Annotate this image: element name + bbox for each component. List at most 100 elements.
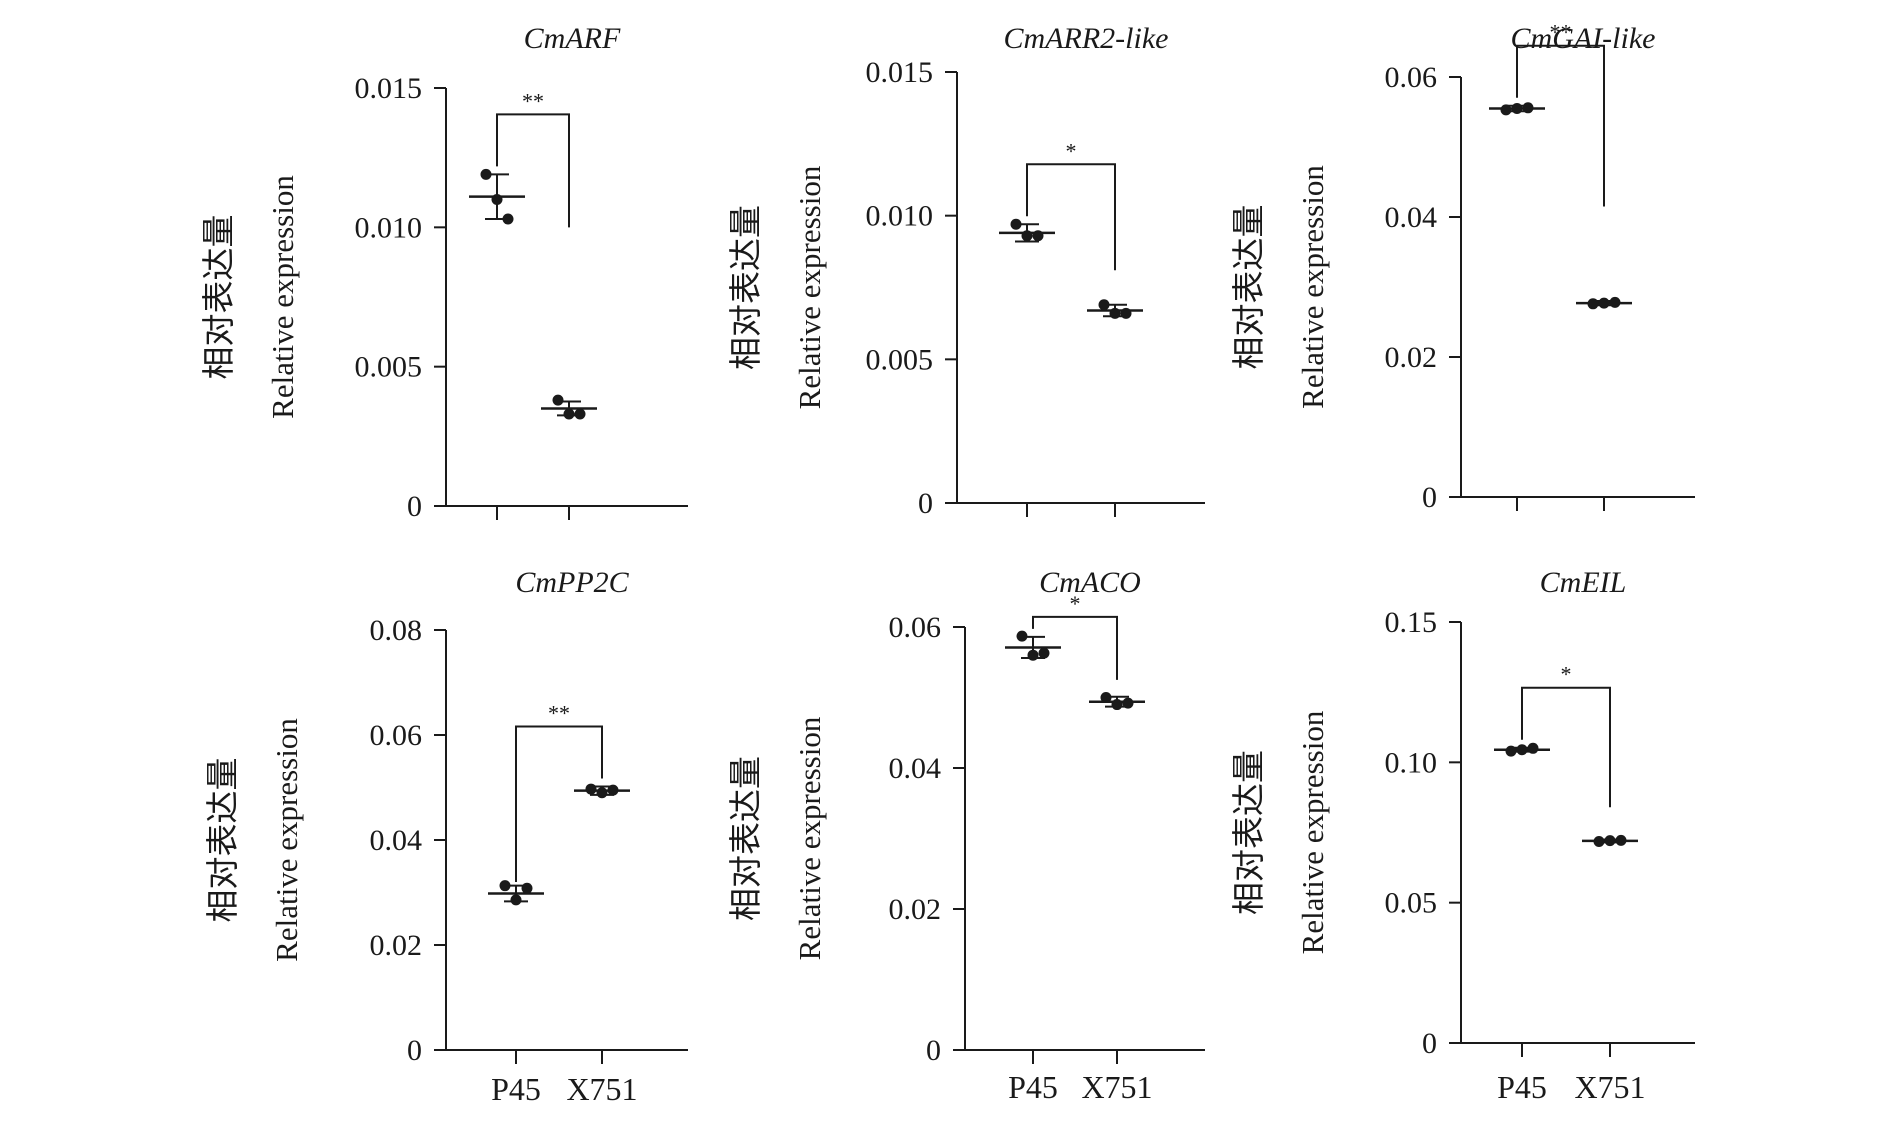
data-point-x751 <box>1098 299 1110 311</box>
data-point-p45 <box>1010 218 1022 230</box>
data-point-p45 <box>480 168 492 180</box>
data-point-p45 <box>1038 647 1050 659</box>
significance-bracket <box>515 725 603 882</box>
data-point-x751 <box>1604 835 1616 847</box>
x-tick-label: X751 <box>566 1071 637 1107</box>
y-tick-label: 0.02 <box>1385 341 1438 374</box>
data-point-p45 <box>1016 630 1028 642</box>
data-point-p45 <box>499 880 511 892</box>
y-tick-label: 0.010 <box>355 211 423 244</box>
y-tick-label: 0.05 <box>1385 887 1438 920</box>
significance-label: * <box>1561 662 1572 687</box>
significance-bracket <box>1026 163 1116 271</box>
data-point-p45 <box>1511 103 1523 114</box>
y-axis-label-chinese: 相对表达量 <box>726 756 765 921</box>
data-point-x751 <box>1598 297 1610 309</box>
chart-title: CmARF <box>524 22 621 55</box>
y-tick-label: 0.06 <box>1385 61 1438 94</box>
chart-panel-2: CmGAI-like 相对表达量 Relative expression 0 0.02 0… <box>1229 20 1695 514</box>
y-axis-label: Relative expression <box>265 175 300 419</box>
data-point-x751 <box>1120 307 1132 319</box>
y-axis-label: Relative expression <box>792 716 827 960</box>
y-tick-label: 0.015 <box>866 56 934 89</box>
y-tick-label: 0.15 <box>1385 606 1438 639</box>
significance-label: * <box>1066 138 1077 163</box>
y-axis-label-chinese: 相对表达量 <box>726 205 765 370</box>
chart-panel-1: CmARR2-like 相对表达量 Relative expression 0 0.00… <box>726 22 1205 520</box>
chart-title: CmACO <box>1039 566 1141 599</box>
significance-label: * <box>1070 591 1081 616</box>
data-point-p45 <box>1505 745 1517 757</box>
significance-label: ** <box>1550 20 1572 45</box>
y-axis-label-chinese: 相对表达量 <box>1229 750 1268 915</box>
data-point-x751 <box>552 394 564 406</box>
data-point-x751 <box>1593 835 1605 847</box>
x-tick-label: P45 <box>1497 1069 1547 1105</box>
data-point-x751 <box>1587 298 1599 310</box>
y-tick-label: 0.010 <box>866 200 934 233</box>
x-tick-label: P45 <box>491 1071 541 1107</box>
y-axis-label-chinese: 相对表达量 <box>199 215 238 380</box>
significance-bracket <box>496 113 570 228</box>
y-tick-label: 0.10 <box>1385 746 1438 779</box>
y-tick-label: 0 <box>407 1034 422 1067</box>
data-point-p45 <box>502 213 514 225</box>
significance-label: ** <box>548 700 570 725</box>
y-tick-label: 0.02 <box>370 929 423 962</box>
data-point-x751 <box>607 784 619 796</box>
data-point-p45 <box>1500 104 1512 116</box>
data-point-x751 <box>1100 692 1112 703</box>
data-point-p45 <box>1027 649 1039 661</box>
y-axis-label: Relative expression <box>269 718 304 962</box>
y-tick-label: 0.02 <box>889 893 942 926</box>
data-point-x751 <box>563 408 575 420</box>
significance-bracket <box>1521 686 1611 808</box>
y-tick-label: 0.04 <box>1385 201 1438 234</box>
significance-label: ** <box>522 88 544 113</box>
chart-panel-4: CmACO 相对表达量 Relative expression 0 0.02 0.04 0.… <box>726 566 1205 1105</box>
data-point-x751 <box>1609 296 1621 308</box>
x-tick-label: X751 <box>1081 1069 1152 1105</box>
y-tick-label: 0.04 <box>370 824 423 857</box>
y-tick-label: 0.04 <box>889 752 942 785</box>
y-tick-label: 0 <box>1422 1027 1437 1060</box>
data-point-p45 <box>521 882 533 894</box>
data-point-p45 <box>1021 230 1033 242</box>
data-point-p45 <box>491 193 503 205</box>
data-point-p45 <box>1032 230 1044 242</box>
y-tick-label: 0.015 <box>355 72 423 105</box>
x-tick-label: X751 <box>1574 1069 1645 1105</box>
y-tick-label: 0 <box>918 487 933 520</box>
data-point-x751 <box>1122 697 1134 709</box>
y-tick-label: 0.06 <box>370 719 423 752</box>
y-tick-label: 0 <box>407 490 422 523</box>
data-point-p45 <box>1516 744 1528 756</box>
y-tick-label: 0.005 <box>866 343 934 376</box>
y-axis-label: Relative expression <box>1295 710 1330 954</box>
significance-bracket <box>1516 44 1605 207</box>
y-tick-label: 0.06 <box>889 611 942 644</box>
y-axis-label: Relative expression <box>1295 165 1330 409</box>
chart-panel-5: CmEIL 相对表达量 Relative expression 0 0.05 0.10 0.… <box>1229 566 1695 1105</box>
data-point-x751 <box>1615 834 1627 846</box>
data-point-p45 <box>1527 742 1539 754</box>
data-point-x751 <box>596 787 608 799</box>
data-point-p45 <box>1522 102 1534 114</box>
chart-title: CmEIL <box>1540 566 1627 599</box>
y-tick-label: 0.005 <box>355 351 423 384</box>
y-axis-label-chinese: 相对表达量 <box>1229 205 1268 370</box>
data-point-p45 <box>510 894 522 906</box>
y-tick-label: 0 <box>1422 481 1437 514</box>
data-point-x751 <box>1111 699 1123 711</box>
chart-panel-3: CmPP2C 相对表达量 Relative expression 0 0.02 0.04 0… <box>203 566 688 1107</box>
chart-title: CmARR2-like <box>1004 22 1169 55</box>
y-axis-label-chinese: 相对表达量 <box>203 758 242 923</box>
data-point-x751 <box>1109 307 1121 319</box>
chart-title: CmPP2C <box>515 566 629 599</box>
y-tick-label: 0.08 <box>370 614 423 647</box>
chart-title: CmGAI-like <box>1511 22 1656 55</box>
data-point-x751 <box>574 408 586 420</box>
y-tick-label: 0 <box>926 1034 941 1067</box>
data-point-x751 <box>585 783 597 795</box>
chart-panel-0: CmARF 相对表达量 Relative expression 0 0.005 0.010… <box>199 22 688 523</box>
